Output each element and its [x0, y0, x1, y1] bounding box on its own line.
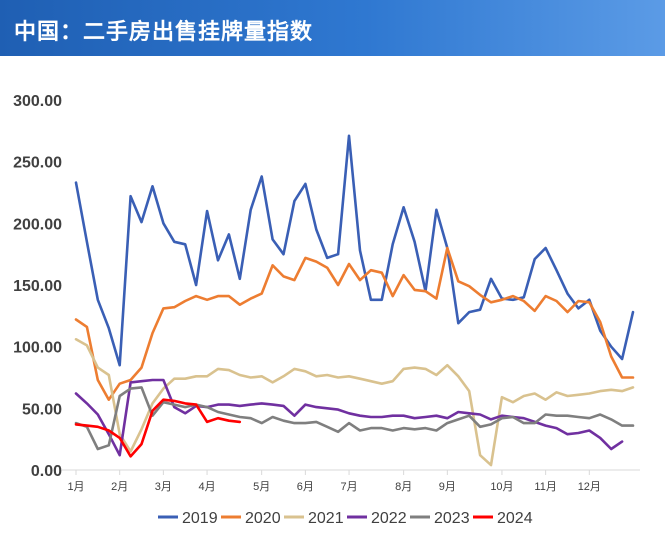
- y-tick-label: 250.00: [13, 155, 62, 172]
- chart-area: 0.00 50.00 100.00 150.00 200.00 250.00 300.00 1…: [13, 93, 640, 527]
- y-tick-label: 150.00: [13, 278, 62, 295]
- y-tick-label: 50.00: [22, 401, 62, 418]
- x-tick-label: 11月: [534, 481, 556, 493]
- x-tick-label: 3月: [155, 481, 172, 493]
- series-line-2020: [74, 246, 635, 402]
- legend-label-2019: 2019: [182, 510, 218, 527]
- x-tick-label: 12月: [578, 481, 601, 493]
- series-line-2024: [74, 398, 242, 458]
- legend-label-2023: 2023: [434, 510, 470, 527]
- series-line-2021: [74, 337, 635, 467]
- x-tick-label: 4月: [198, 481, 215, 493]
- y-tick-label: 0.00: [31, 463, 62, 480]
- x-tick-label: 8月: [395, 481, 412, 493]
- x-tick-label: 1月: [67, 481, 84, 493]
- title-banner: 中国：二手房出售挂牌量指数: [0, 0, 665, 56]
- series-line-2023: [74, 386, 635, 451]
- y-tick-label: 300.00: [13, 93, 62, 110]
- y-tick-label: 200.00: [13, 216, 62, 233]
- legend-label-2024: 2024: [497, 510, 533, 527]
- legend-label-2021: 2021: [308, 510, 344, 527]
- x-tick-label: 2月: [111, 481, 128, 493]
- x-tick-label: 7月: [340, 481, 357, 493]
- x-tick-label: 10月: [490, 481, 513, 493]
- series-line-2019: [74, 134, 635, 367]
- x-tick-label: 9月: [439, 481, 456, 493]
- legend-label-2020: 2020: [245, 510, 281, 527]
- series-line-2022: [74, 378, 624, 457]
- legend-label-2022: 2022: [371, 510, 407, 527]
- x-tick-label: 6月: [297, 481, 314, 493]
- x-tick-label: 5月: [253, 481, 270, 493]
- y-tick-label: 100.00: [13, 340, 62, 357]
- chart-title: 中国：二手房出售挂牌量指数: [14, 20, 314, 45]
